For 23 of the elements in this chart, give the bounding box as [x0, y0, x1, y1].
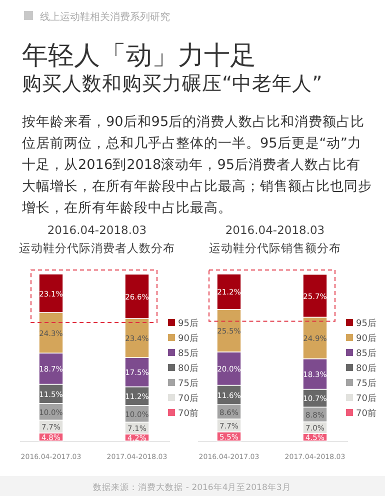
chart-subtitle: 2016.04-2018.03: [47, 223, 147, 237]
text: 年轻人「动」力十足: [22, 41, 256, 71]
chart-title: 运动鞋分代际销售额分布: [209, 241, 341, 255]
text: 按年龄来看，90后和95后的消费人数占比和消费额占比位居前两位，总和几乎占整体的一半。95后更是“动”力十足，从2016到2018滚动年，95后消费者人数占比有大幅增长，在所有年龄段中占比最高；销售额占比也同步增长，在所有年龄段中占比最高。: [21, 114, 372, 216]
text: 购买人数和购买力碾压“中老年人”: [22, 72, 322, 95]
source-note: 数据来源：消费大数据 - 2016年4月至2018年3月: [93, 482, 291, 493]
chart-title: 运动鞋分代际消费者人数分布: [19, 241, 175, 255]
legend-label: 80后: [356, 363, 376, 374]
legend-label: 70后: [178, 393, 198, 404]
legend-label: 75后: [178, 378, 198, 389]
legend-label: 95后: [178, 318, 198, 329]
chart-subtitle: 2016.04-2018.03: [225, 223, 325, 237]
legend-label: 85后: [356, 348, 376, 359]
legend-label: 90后: [356, 333, 376, 344]
legend-label: 85后: [178, 348, 198, 359]
legend-label: 70前: [356, 408, 376, 419]
legend-label: 75后: [356, 378, 376, 389]
legend-label: 90后: [178, 333, 198, 344]
legend-label: 80后: [178, 363, 198, 374]
legend-label: 70前: [178, 408, 198, 419]
text: 线上运动鞋相关消费系列研究: [40, 11, 170, 23]
legend-label: 70后: [356, 393, 376, 404]
legend-label: 95后: [356, 318, 376, 329]
